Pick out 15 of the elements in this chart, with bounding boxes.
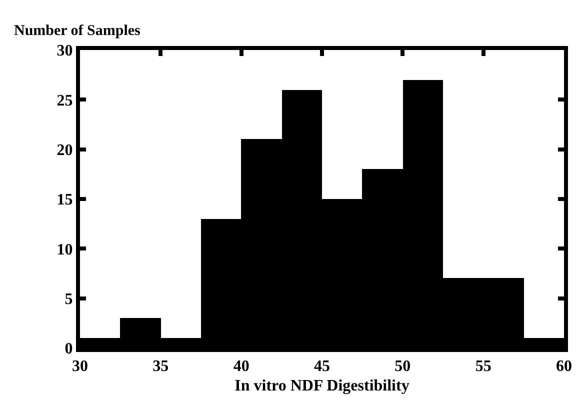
x-tick-label: 60 [556, 358, 572, 376]
y-axis-title: Number of Samples [14, 23, 141, 39]
y-tick-label: 5 [64, 290, 73, 308]
y-tick-label: 20 [56, 142, 73, 159]
y-tick-label: 30 [56, 42, 73, 60]
x-axis-title: In vitro NDF Digestibility [234, 377, 410, 394]
x-tick-label: 50 [394, 358, 411, 376]
y-tick-label: 0 [64, 340, 73, 358]
x-tick-label: 35 [152, 358, 169, 376]
y-tick-label: 25 [56, 92, 73, 110]
x-tick-label: 40 [233, 358, 250, 376]
y-tick-label: 10 [56, 241, 73, 258]
y-tick-label: 15 [56, 192, 73, 209]
x-tick-label: 55 [475, 358, 492, 376]
x-tick-label: 45 [314, 358, 330, 376]
